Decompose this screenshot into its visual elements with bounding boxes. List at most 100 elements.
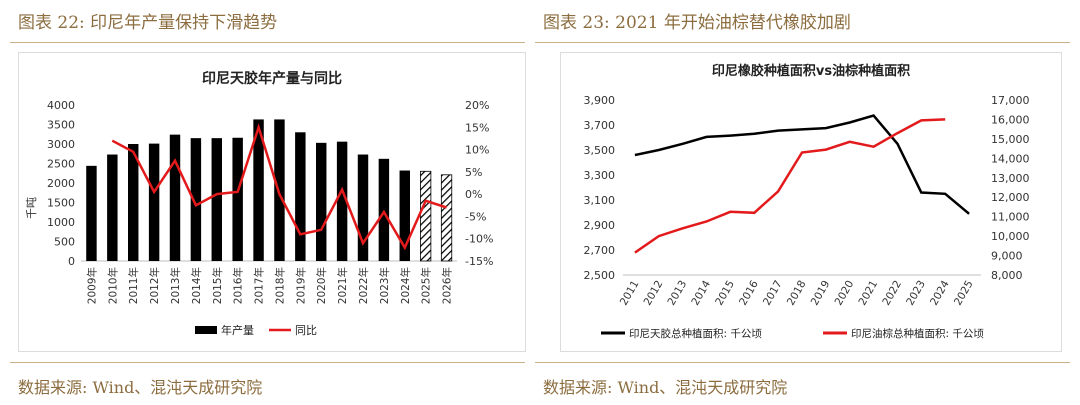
x-tick-label: 2011年 bbox=[127, 267, 140, 304]
x-tick-label: 2017 bbox=[761, 279, 785, 308]
x-tick-label: 2022 bbox=[880, 279, 904, 308]
bar-2014年 bbox=[190, 138, 202, 261]
left-caption-rule bbox=[10, 42, 525, 43]
bar-2011年 bbox=[128, 144, 139, 261]
x-tick-label: 2018 bbox=[785, 279, 809, 308]
bar-2021年 bbox=[336, 141, 348, 261]
left-chart-panel: 印尼天胶年产量与同比 千吨 0 500 1000 1500 2000 2500 3000 35… bbox=[18, 52, 526, 352]
y-tick-label: 2,500 bbox=[584, 269, 616, 282]
x-tick-label: 2019年 bbox=[294, 267, 307, 304]
bar-2025年 bbox=[420, 170, 432, 262]
x-tick-label: 2015年 bbox=[211, 267, 224, 304]
x-tick-label: 2021 bbox=[856, 279, 880, 308]
bar-2009年 bbox=[86, 165, 97, 261]
y-tick-label: 500 bbox=[54, 236, 75, 249]
y2-tick-label: 17,000 bbox=[991, 94, 1030, 107]
x-tick-label: 2023 bbox=[904, 279, 928, 308]
yield-bar-line-chart: 印尼天胶年产量与同比 千吨 0 500 1000 1500 2000 2500 3000 35… bbox=[25, 70, 493, 337]
right-plot-area: 2,500 2,700 2,900 3,100 3,300 3,500 3,700 3,900… bbox=[584, 94, 1030, 308]
legend-bar-label: 年产量 bbox=[221, 323, 254, 337]
right-legend: 印尼天胶总种植面积: 千公顷 印尼油棕总种植面积: 千公顷 bbox=[601, 327, 984, 340]
palm-area-line bbox=[634, 118, 946, 254]
x-tick-label: 2019 bbox=[809, 279, 833, 308]
x-tick-label: 2011 bbox=[618, 279, 642, 308]
bar-2020年 bbox=[316, 142, 327, 261]
x-tick-label: 2021年 bbox=[336, 267, 349, 304]
left-legend: 年产量 同比 bbox=[195, 323, 317, 337]
x-tick-label: 2014 bbox=[689, 278, 713, 307]
legend-line-label: 同比 bbox=[295, 324, 317, 337]
x-tick-label: 2018年 bbox=[273, 267, 286, 304]
x-tick-label: 2016 bbox=[737, 278, 761, 307]
y-tick-label: 2500 bbox=[47, 158, 75, 171]
x-tick-label: 2016年 bbox=[232, 267, 245, 304]
x-tick-label: 2012年 bbox=[148, 267, 161, 304]
y-tick-label: 2,700 bbox=[584, 244, 616, 257]
bar-2026年 bbox=[440, 174, 453, 262]
y2-tick-label: 14,000 bbox=[991, 152, 1030, 165]
bar-2012年 bbox=[148, 143, 160, 261]
x-tick-label: 2014年 bbox=[190, 267, 203, 304]
bar-2010年 bbox=[107, 154, 118, 261]
x-tick-label: 2020年 bbox=[315, 267, 328, 304]
x-tick-label: 2024 bbox=[928, 278, 952, 307]
y-tick-label: 3,500 bbox=[584, 144, 616, 157]
y2-tick-label: 16,000 bbox=[991, 113, 1030, 126]
y-tick-label: 3,100 bbox=[584, 194, 616, 207]
x-tick-label: 2025年 bbox=[420, 267, 433, 304]
y-tick-label: 3,300 bbox=[584, 169, 616, 182]
x-tick-label: 2026年 bbox=[441, 267, 454, 304]
bar-2013年 bbox=[169, 134, 181, 261]
y2-tick-label: 10% bbox=[465, 144, 489, 157]
left-data-source: 数据来源: Wind、混沌天成研究院 bbox=[18, 378, 263, 397]
bar-2015年 bbox=[211, 138, 222, 261]
y2-tick-label: -10% bbox=[465, 233, 493, 246]
y-tick-label: 2,900 bbox=[584, 219, 616, 232]
y2-tick-label: -5% bbox=[465, 210, 486, 223]
x-tick-label: 2023年 bbox=[378, 267, 391, 304]
y2-tick-label: 10,000 bbox=[991, 230, 1030, 243]
y2-tick-label: 15% bbox=[465, 121, 489, 134]
y-tick-label: 4000 bbox=[47, 99, 75, 112]
y-tick-label: 3,900 bbox=[584, 94, 616, 107]
plantation-area-line-chart: 印尼橡胶种植面积vs油棕种植面积 2,500 2,700 2,900 3,100 3,3… bbox=[584, 63, 1030, 340]
right-source-rule bbox=[535, 362, 1070, 363]
x-tick-label: 2013 bbox=[666, 279, 690, 308]
yoy-line bbox=[111, 123, 447, 251]
y-tick-label: 1000 bbox=[47, 216, 75, 229]
left-source-rule bbox=[10, 362, 525, 363]
right-caption-rule bbox=[535, 42, 1070, 43]
legend-bar-swatch bbox=[195, 326, 217, 334]
y2-tick-label: -15% bbox=[465, 255, 493, 268]
y2-tick-label: 9,000 bbox=[991, 250, 1023, 263]
right-figure-caption: 图表 23: 2021 年开始油棕替代橡胶加剧 bbox=[543, 13, 851, 33]
bar-2022年 bbox=[357, 154, 369, 261]
y2-tick-label: 5% bbox=[465, 166, 482, 179]
bar-2024年 bbox=[399, 170, 410, 261]
x-tick-label: 2015 bbox=[713, 279, 737, 308]
y2-tick-label: 8,000 bbox=[991, 269, 1023, 282]
left-chart-title: 印尼天胶年产量与同比 bbox=[202, 70, 342, 87]
x-tick-label: 2024年 bbox=[399, 267, 412, 304]
x-tick-label: 2022年 bbox=[357, 267, 370, 304]
legend-rubber-label: 印尼天胶总种植面积: 千公顷 bbox=[629, 327, 762, 340]
right-data-source: 数据来源: Wind、混沌天成研究院 bbox=[543, 378, 788, 397]
right-chart-panel: 印尼橡胶种植面积vs油棕种植面积 2,500 2,700 2,900 3,100 3,3… bbox=[560, 52, 1062, 352]
x-tick-label: 2013年 bbox=[169, 267, 182, 304]
y2-tick-label: 15,000 bbox=[991, 133, 1030, 146]
y2-tick-label: 13,000 bbox=[991, 172, 1030, 185]
y2-tick-label: 20% bbox=[465, 99, 489, 112]
left-plot-area: 0 500 1000 1500 2000 2500 3000 3500 4000 -15% -10%… bbox=[47, 99, 493, 304]
legend-palm-label: 印尼油棕总种植面积: 千公顷 bbox=[851, 327, 984, 340]
rubber-area-line bbox=[634, 114, 970, 215]
bar-2016年 bbox=[232, 137, 243, 261]
left-figure-caption: 图表 22: 印尼年产量保持下滑趋势 bbox=[18, 13, 278, 33]
x-tick-label: 2009年 bbox=[85, 267, 98, 304]
y2-tick-label: 0% bbox=[465, 188, 482, 201]
y-tick-label: 0 bbox=[68, 255, 75, 268]
bar-2019年 bbox=[295, 132, 306, 261]
left-y-axis-label: 千吨 bbox=[25, 197, 38, 219]
x-tick-label: 2025 bbox=[952, 279, 976, 308]
y-tick-label: 3500 bbox=[47, 119, 75, 132]
y2-tick-label: 11,000 bbox=[991, 211, 1030, 224]
